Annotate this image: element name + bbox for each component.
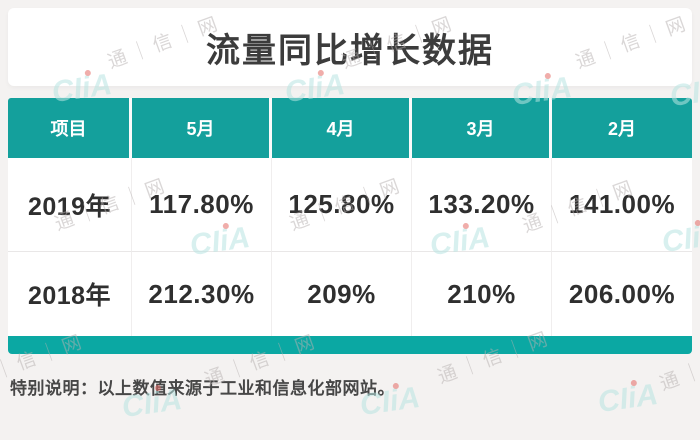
header-cell-item: 项目 [8,98,132,158]
table-header-row: 项目 5月 4月 3月 2月 [8,98,692,158]
cell-2018-may: 212.30% [132,252,272,336]
header-cell-april: 4月 [272,98,412,158]
data-table: 项目 5月 4月 3月 2月 2019年 117.80% 125.80% 133… [8,98,692,354]
cell-2018-feb: 206.00% [552,252,692,336]
header-cell-may: 5月 [132,98,272,158]
page-title: 流量同比增长数据 [206,31,494,70]
cell-2019-feb: 141.00% [552,158,692,252]
logo-red-dot-icon [630,379,638,387]
table-body: 2019年 117.80% 125.80% 133.20% 141.00% 20… [8,158,692,336]
cell-2019-march: 133.20% [412,158,552,252]
cell-2019-may: 117.80% [132,158,272,252]
footnote: 特别说明：以上数值来源于工业和信息化部网站。 [10,379,395,398]
header-cell-feb: 2月 [552,98,692,158]
row-label-2019: 2019年 [8,158,132,252]
table-row-2019: 2019年 117.80% 125.80% 133.20% 141.00% [8,158,692,252]
title-card: 流量同比增长数据 [8,8,692,86]
header-cell-march: 3月 [412,98,552,158]
table-row-2018: 2018年 212.30% 209% 210% 206.00% [8,252,692,336]
cell-2018-april: 209% [272,252,412,336]
row-label-2018: 2018年 [8,252,132,336]
logo-red-dot-icon [694,219,700,227]
ciia-logo-watermark-icon: CIiA [595,377,660,420]
cell-2019-april: 125.80% [272,158,412,252]
table-footer-bar [8,336,692,354]
cell-2018-march: 210% [412,252,552,336]
